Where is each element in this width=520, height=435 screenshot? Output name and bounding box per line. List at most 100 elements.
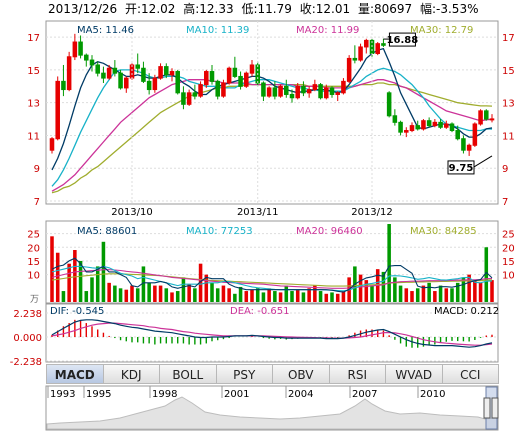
header-change: 幅:-3.53%	[420, 1, 479, 16]
volume-bar	[478, 282, 483, 302]
volume-bar	[341, 291, 346, 302]
volume-tick-right: 15	[502, 257, 515, 268]
candle	[346, 55, 352, 83]
volume-bar	[118, 288, 123, 302]
volume-legend-ma5: MA5: 88601	[77, 226, 137, 237]
candle	[306, 86, 312, 98]
price-ma10-line	[51, 67, 493, 187]
header-low: 低:11.79	[241, 2, 291, 16]
candle-body	[329, 87, 335, 95]
candle	[66, 51, 72, 92]
candle	[278, 84, 283, 98]
price-tick-left: 15	[27, 66, 40, 77]
candle-body	[175, 71, 180, 94]
timeline-year-label: 1993	[50, 389, 75, 400]
candle-body	[186, 92, 192, 105]
volume-bar	[473, 280, 477, 302]
volume-bar	[250, 289, 254, 302]
price-tick-right: 11	[502, 131, 515, 142]
tab-rsi[interactable]: RSI	[328, 364, 386, 384]
volume-tick-right: 25	[502, 230, 515, 241]
volume-bar	[284, 285, 289, 302]
candle	[238, 71, 243, 90]
volume-bar	[455, 282, 460, 302]
price-tick-right: 7	[502, 197, 508, 208]
volume-bar	[444, 288, 449, 302]
volume-ma5-line	[51, 257, 493, 293]
price-tick-left: 9	[34, 164, 40, 175]
candle-body	[386, 92, 392, 117]
price-panel-frame	[45, 20, 499, 205]
header-volume: 量:80697	[358, 2, 412, 16]
candle-body	[209, 71, 215, 82]
macd-tick-label: -2.238	[10, 357, 42, 368]
candle	[381, 38, 386, 47]
volume-bar	[324, 293, 329, 302]
timeline-handle-left[interactable]	[483, 397, 491, 419]
candle	[215, 79, 220, 100]
candle	[404, 127, 409, 138]
volume-bar	[358, 274, 363, 302]
volume-bar	[147, 282, 151, 302]
candle	[221, 79, 226, 98]
volume-bar	[204, 274, 209, 302]
candle-body	[364, 39, 369, 48]
volume-bar	[238, 286, 243, 302]
volume-bar	[215, 288, 220, 302]
candle	[415, 120, 420, 131]
volume-bar	[393, 277, 397, 302]
macd-tick-label: 0.000	[13, 333, 42, 344]
candle	[409, 122, 415, 133]
candle-body	[249, 64, 255, 74]
legend-ma5: MA5: 11.46	[77, 25, 134, 36]
volume-bar	[210, 282, 214, 302]
candle-body	[295, 85, 300, 99]
candle	[164, 63, 169, 79]
candle	[329, 86, 335, 98]
candle	[152, 74, 158, 93]
candle	[61, 64, 66, 97]
tab-wvad[interactable]: WVAD	[385, 364, 443, 384]
candle	[386, 91, 392, 118]
timeline-year-label: 1998	[152, 389, 177, 400]
candle-body	[472, 123, 478, 146]
tab-obv[interactable]: OBV	[272, 364, 330, 384]
macd-panel-frame	[45, 303, 499, 363]
candle-body	[84, 54, 89, 61]
svg-text:2013/12/26 开:12.02: 2013/12/26 开:12.02 高:12.33 低:11.79 收:12.…	[48, 1, 478, 16]
candle	[169, 68, 175, 82]
candle-body	[484, 110, 489, 120]
tab-psy[interactable]: PSY	[215, 364, 273, 384]
volume-bar	[78, 260, 83, 302]
candle-body	[432, 121, 438, 127]
macd-legend-dif: DIF: -0.545	[50, 306, 104, 317]
tab-macd[interactable]: MACD	[46, 364, 104, 384]
candle	[266, 86, 272, 98]
candle-body	[272, 87, 278, 97]
tab-boll[interactable]: BOLL	[159, 364, 217, 384]
candle-body	[404, 130, 409, 133]
volume-bar	[427, 282, 431, 302]
candle	[312, 79, 318, 92]
candle	[244, 71, 249, 88]
volume-bar	[381, 271, 386, 302]
volume-bar	[267, 288, 271, 302]
volume-bar	[421, 285, 426, 302]
candle-body	[49, 138, 55, 151]
candle	[101, 66, 106, 83]
candle-body	[341, 80, 346, 94]
volume-bar	[181, 277, 186, 302]
candle-body	[141, 67, 146, 82]
timeline-handle-right[interactable]	[491, 397, 499, 419]
candle-body	[238, 75, 243, 87]
candle-body	[449, 123, 455, 132]
candle	[461, 135, 466, 154]
volume-bar	[141, 266, 146, 302]
candle	[472, 122, 478, 147]
tab-kdj[interactable]: KDJ	[102, 364, 160, 384]
candle-body	[164, 66, 169, 76]
volume-bar	[130, 285, 134, 302]
candle	[398, 120, 403, 136]
tab-cci[interactable]: CCI	[441, 364, 499, 384]
candle-body	[466, 144, 472, 151]
